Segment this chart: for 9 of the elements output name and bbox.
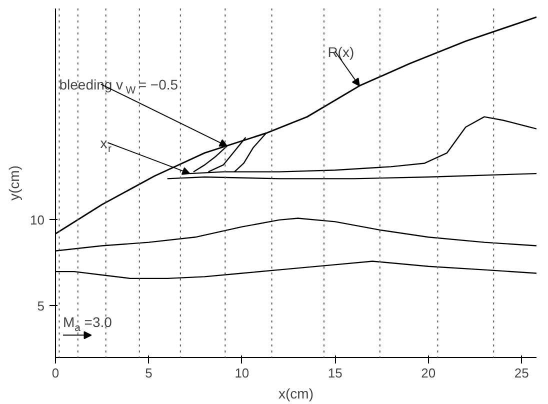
x-tick-label: 25 (514, 366, 529, 380)
x-tick-label: 0 (52, 366, 60, 380)
x-tick-label: 5 (145, 366, 152, 380)
x-axis-title: x(cm) (278, 386, 314, 402)
x-tick-label: 20 (421, 366, 436, 380)
annotation: R(x) (328, 44, 354, 60)
y-axis-title: y(cm) (6, 165, 22, 200)
x-tick-label: 10 (234, 366, 250, 380)
x-tick-label: 15 (328, 366, 342, 380)
